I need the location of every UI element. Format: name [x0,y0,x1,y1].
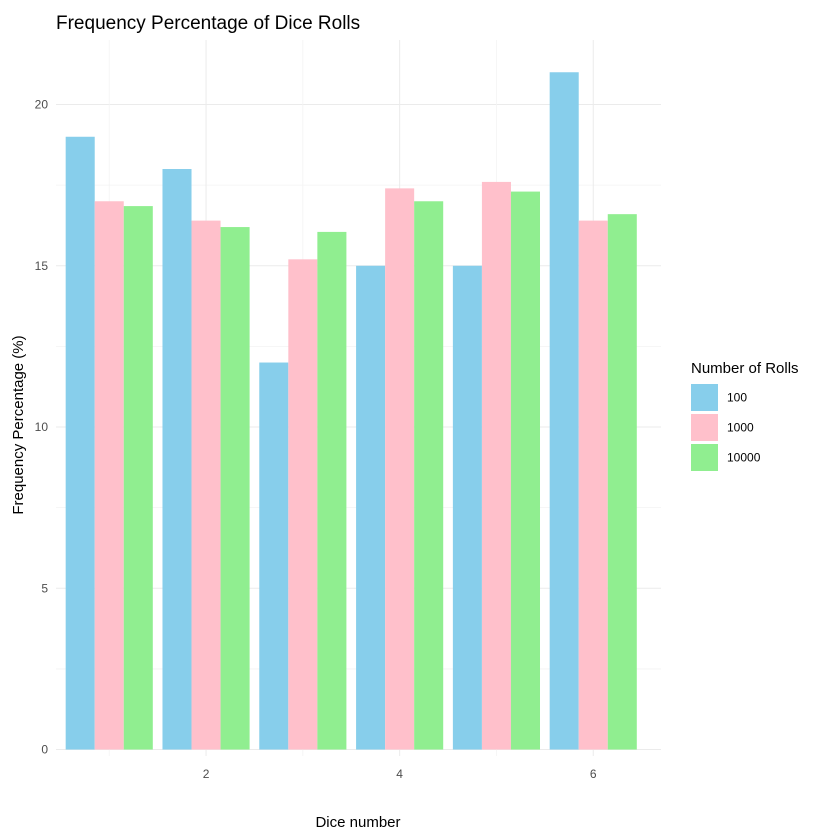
legend-swatch-1000 [691,414,718,441]
bar-100-dice-4 [356,265,386,750]
bar-10000-dice-6 [607,214,637,750]
y-tick-label: 0 [41,743,48,757]
bar-100-dice-2 [162,169,192,750]
legend-swatch-100 [691,384,718,411]
y-axis-ticks: 0 5 10 15 20 [35,98,49,757]
x-axis-title: Dice number [315,814,400,831]
bars-layer [65,72,637,750]
bar-1000-dice-1 [94,201,124,750]
legend-items: 100 1000 10000 [691,384,761,471]
bar-100-dice-1 [65,136,95,750]
bar-100-dice-6 [549,72,579,750]
bar-100-dice-3 [259,362,289,750]
y-tick-label: 5 [41,581,48,595]
legend: Number of Rolls 100 1000 10000 [691,360,799,471]
chart-title: Frequency Percentage of Dice Rolls [56,13,360,34]
x-tick-label: 4 [396,767,403,781]
y-tick-label: 20 [35,98,49,112]
bar-10000-dice-4 [414,201,444,750]
y-axis-title: Frequency Percentage (%) [10,335,27,514]
bar-1000-dice-4 [385,188,415,750]
x-tick-label: 6 [590,767,597,781]
legend-label-1000: 1000 [727,421,754,435]
bar-10000-dice-5 [510,191,540,750]
legend-swatch-10000 [691,444,718,471]
bar-1000-dice-2 [191,220,221,750]
bar-10000-dice-1 [123,206,153,750]
bar-10000-dice-2 [220,227,250,750]
y-tick-label: 10 [35,420,49,434]
x-tick-label: 2 [203,767,210,781]
legend-label-100: 100 [727,391,747,405]
bar-100-dice-5 [452,265,482,750]
legend-title: Number of Rolls [691,360,799,377]
bar-1000-dice-5 [481,181,511,750]
bar-10000-dice-3 [317,231,347,750]
bar-1000-dice-6 [578,220,608,750]
y-tick-label: 15 [35,259,49,273]
bar-1000-dice-3 [288,259,318,750]
legend-label-10000: 10000 [727,451,761,465]
x-axis-ticks: 2 4 6 [203,767,597,781]
